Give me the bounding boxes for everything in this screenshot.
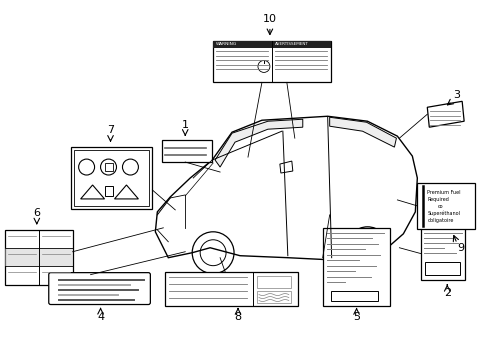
Text: Superéthanol: Superéthanol (427, 211, 459, 216)
Bar (104, 186, 112, 196)
Bar (322, 228, 389, 306)
Bar (330, 291, 378, 301)
Bar (421, 228, 464, 280)
Text: AVERTISSEMENT: AVERTISSEMENT (274, 42, 308, 46)
Bar (256, 291, 290, 302)
Polygon shape (215, 119, 302, 167)
Text: Premium Fuel: Premium Fuel (427, 190, 460, 195)
Text: obligatoire: obligatoire (427, 218, 453, 223)
Bar (213, 41, 271, 48)
Bar (162, 140, 212, 162)
Bar (271, 41, 330, 48)
Bar (71, 147, 152, 209)
FancyBboxPatch shape (49, 273, 150, 305)
Polygon shape (329, 117, 396, 147)
Text: 2: 2 (443, 288, 450, 298)
Text: WARNING: WARNING (216, 42, 237, 46)
Text: 5: 5 (352, 312, 359, 323)
Bar (416, 183, 474, 229)
Bar (5, 248, 73, 266)
Text: 10: 10 (263, 14, 276, 24)
Text: 6: 6 (33, 208, 40, 218)
Bar (425, 262, 459, 275)
Text: 3: 3 (453, 90, 460, 100)
Bar (5, 230, 73, 285)
Bar (104, 163, 112, 171)
Bar (213, 41, 330, 82)
Text: 9: 9 (457, 243, 464, 253)
Bar (165, 272, 297, 306)
Bar (256, 276, 290, 288)
Polygon shape (427, 101, 463, 127)
Text: co: co (436, 204, 442, 209)
Text: 1: 1 (182, 120, 188, 130)
Text: 8: 8 (234, 312, 241, 323)
Text: 7: 7 (107, 125, 114, 135)
Bar (74, 150, 149, 206)
Text: 4: 4 (97, 312, 104, 323)
Text: Required: Required (427, 197, 448, 202)
